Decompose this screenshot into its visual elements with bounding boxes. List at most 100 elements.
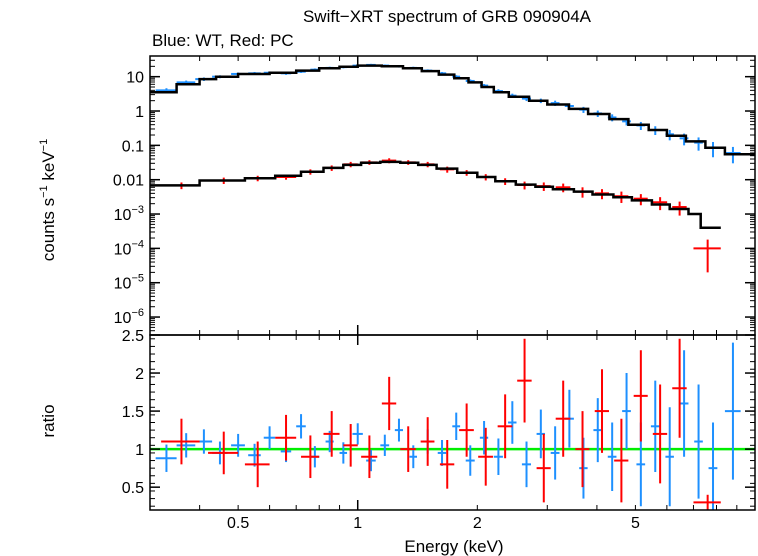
y-tick-base: 10: [114, 310, 132, 327]
data-point: [724, 342, 741, 480]
data-point: [244, 441, 270, 488]
spectrum-frame: [149, 55, 756, 336]
y-tick-label: 10−6: [114, 307, 144, 327]
data-point: [478, 427, 493, 486]
data-point: [439, 440, 455, 489]
x-tick-label: 0.5: [227, 515, 249, 532]
data-point: [594, 369, 609, 453]
data-point: [650, 380, 660, 472]
data-point: [652, 384, 668, 484]
y-tick-label: 0.01: [113, 173, 144, 190]
data-point: [437, 440, 447, 466]
data-point: [497, 394, 513, 459]
data-point: [517, 338, 532, 423]
y-tick-base: 10: [126, 70, 144, 87]
y-tick-base: 10: [114, 207, 132, 224]
ratio-data: [150, 338, 755, 510]
data-point: [381, 376, 397, 431]
spectrum-series-pc: [161, 158, 721, 273]
y-tick-label: 1: [135, 104, 144, 121]
ylabel-base: counts s: [39, 198, 58, 261]
x-tick-label: 2: [473, 515, 482, 532]
data-point: [575, 411, 590, 488]
y-tick-label: 2.5: [122, 328, 144, 345]
data-point: [420, 417, 435, 466]
ratio-panel: 0.5 1 1.5 2 2.5 0.5 1 2 5: [122, 328, 756, 532]
ylabel-exp2: −1: [38, 139, 50, 152]
data-point: [296, 414, 306, 439]
y-tick-base: 0.1: [122, 138, 144, 155]
y-tick-label: 10−3: [114, 204, 144, 224]
y-tick-label: 10−4: [114, 238, 144, 258]
ratio-y-axis-label: ratio: [39, 404, 58, 437]
data-point: [693, 494, 721, 510]
data-point: [508, 401, 517, 444]
pc-model-line: [150, 160, 721, 229]
data-point: [479, 420, 489, 455]
data-point: [536, 433, 551, 503]
data-point: [400, 426, 416, 472]
y-tick-label: 10: [126, 70, 144, 87]
y-tick-exp: −5: [131, 273, 144, 285]
data-point: [380, 434, 390, 456]
data-point: [394, 418, 403, 442]
data-point: [323, 411, 340, 457]
spectrum-series-wt: [155, 63, 741, 164]
data-point: [161, 418, 200, 465]
x-axis-label: Energy (keV): [404, 537, 503, 556]
y-tick-label: 0.1: [122, 138, 144, 155]
data-point: [593, 398, 603, 463]
data-point: [708, 142, 718, 158]
data-point: [693, 239, 721, 273]
data-point: [366, 449, 376, 472]
data-point: [208, 431, 239, 475]
data-point: [301, 435, 320, 479]
data-point: [550, 426, 560, 480]
data-point: [708, 422, 718, 510]
spectrum-y-axis-label: counts s−1 keV−1: [38, 139, 58, 261]
spectrum-data: [150, 63, 755, 273]
data-point: [672, 338, 687, 438]
y-tick-exp: −4: [131, 238, 144, 250]
chart-subtitle: Blue: WT, Red: PC: [152, 31, 294, 50]
data-point: [521, 441, 532, 488]
y-tick-exp: −6: [131, 307, 144, 319]
data-point: [248, 443, 261, 467]
data-point: [694, 137, 703, 151]
data-point: [607, 422, 617, 491]
y-tick-label: 10−5: [114, 273, 144, 293]
data-point: [343, 424, 358, 467]
data-point: [555, 380, 571, 457]
data-point: [614, 418, 629, 503]
wt-model-line: [150, 64, 755, 156]
data-point: [633, 350, 648, 442]
ylabel-exp1: −1: [38, 185, 50, 198]
y-tick-exp: −3: [131, 204, 144, 216]
y-tick-base: 10: [114, 241, 132, 258]
data-point: [465, 445, 475, 476]
data-point: [452, 412, 461, 440]
x-tick-label: 1: [353, 515, 362, 532]
data-point: [636, 121, 646, 130]
x-tick-label: 5: [631, 515, 640, 532]
data-point: [459, 403, 474, 457]
data-point: [176, 433, 196, 458]
chart-title: Swift−XRT spectrum of GRB 090904A: [303, 7, 592, 26]
y-tick-base: 1: [135, 104, 144, 121]
data-point: [263, 426, 276, 450]
data-point: [555, 183, 571, 193]
y-tick-label: 1.5: [122, 404, 144, 421]
ratio-frame: [149, 334, 756, 511]
y-tick-base: 0.01: [113, 173, 144, 190]
ylabel-mid: keV: [39, 151, 58, 186]
ratio-series-pc: [161, 338, 721, 510]
data-point: [275, 414, 297, 461]
data-point: [665, 407, 674, 507]
y-tick-label: 2: [135, 366, 144, 383]
data-point: [694, 384, 703, 499]
data-point: [361, 435, 378, 479]
data-point: [352, 423, 363, 445]
data-point: [155, 444, 177, 472]
